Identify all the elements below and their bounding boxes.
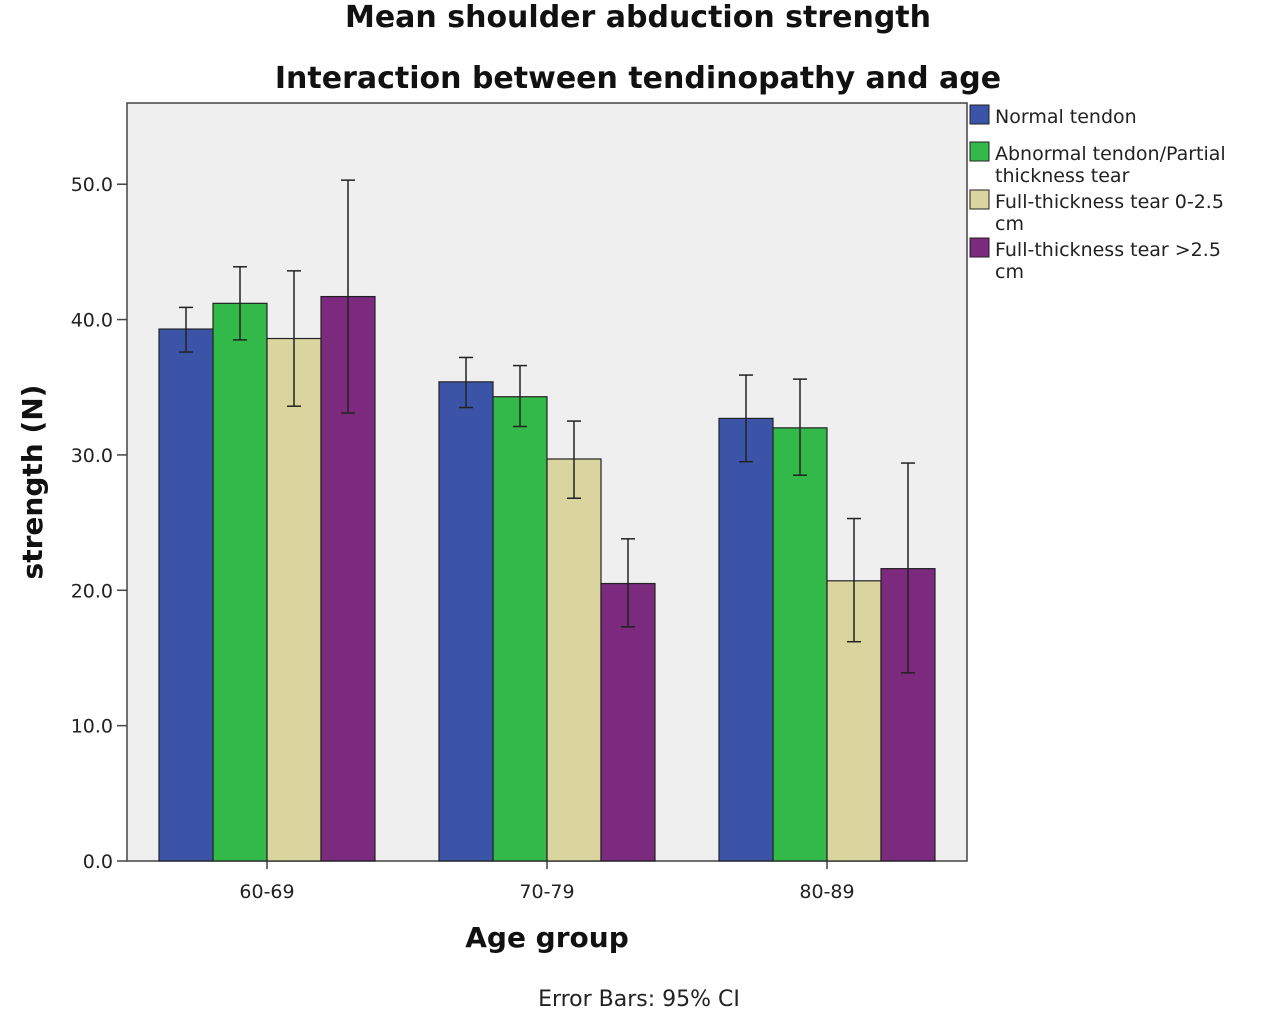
bar: [158, 328, 214, 862]
y-tick-label: 0.0: [83, 851, 113, 873]
y-tick-label: 50.0: [71, 174, 113, 196]
legend-label: thickness tear: [995, 165, 1130, 187]
bar: [492, 396, 548, 862]
legend-swatch: [969, 237, 990, 258]
bar: [772, 427, 828, 862]
x-tick-label: 80-89: [799, 881, 854, 903]
legend-swatch: [969, 104, 990, 125]
legend-label: Normal tendon: [995, 106, 1137, 128]
bar: [212, 302, 268, 862]
legend-label: cm: [995, 213, 1024, 235]
legend-swatch: [969, 189, 990, 210]
legend: Normal tendon Abnormal tendon/Partialthic…: [969, 104, 1226, 283]
x-axis: 60-69 70-79 80-89: [239, 861, 855, 903]
y-axis: 0.0 10.0 20.0 30.0 40.0 50.0: [71, 174, 127, 873]
bar: [546, 458, 602, 862]
legend-label: Full-thickness tear >2.5: [995, 239, 1221, 261]
y-tick-label: 40.0: [71, 310, 113, 332]
bar: [600, 582, 656, 862]
legend-label: Full-thickness tear 0-2.5: [995, 191, 1224, 213]
legend-swatch: [969, 141, 990, 162]
x-axis-title: Age group: [465, 921, 629, 954]
x-tick-label: 70-79: [519, 881, 574, 903]
legend-label: cm: [995, 261, 1024, 283]
bar: [880, 568, 936, 862]
bar: [266, 337, 322, 862]
bars: [158, 295, 936, 862]
y-axis-title: strength (N): [16, 385, 49, 580]
chart-title: Mean shoulder abduction strength: [345, 0, 931, 35]
x-tick-label: 60-69: [239, 881, 294, 903]
y-tick-label: 10.0: [71, 716, 113, 738]
footnote: Error Bars: 95% CI: [538, 987, 740, 1012]
y-tick-label: 30.0: [71, 445, 113, 467]
chart-subtitle: Interaction between tendinopathy and age: [275, 61, 1001, 96]
bar: [438, 381, 494, 862]
bar: [718, 417, 774, 862]
legend-label: Abnormal tendon/Partial: [995, 143, 1226, 165]
error-bars: [179, 179, 915, 674]
y-tick-label: 20.0: [71, 580, 113, 602]
